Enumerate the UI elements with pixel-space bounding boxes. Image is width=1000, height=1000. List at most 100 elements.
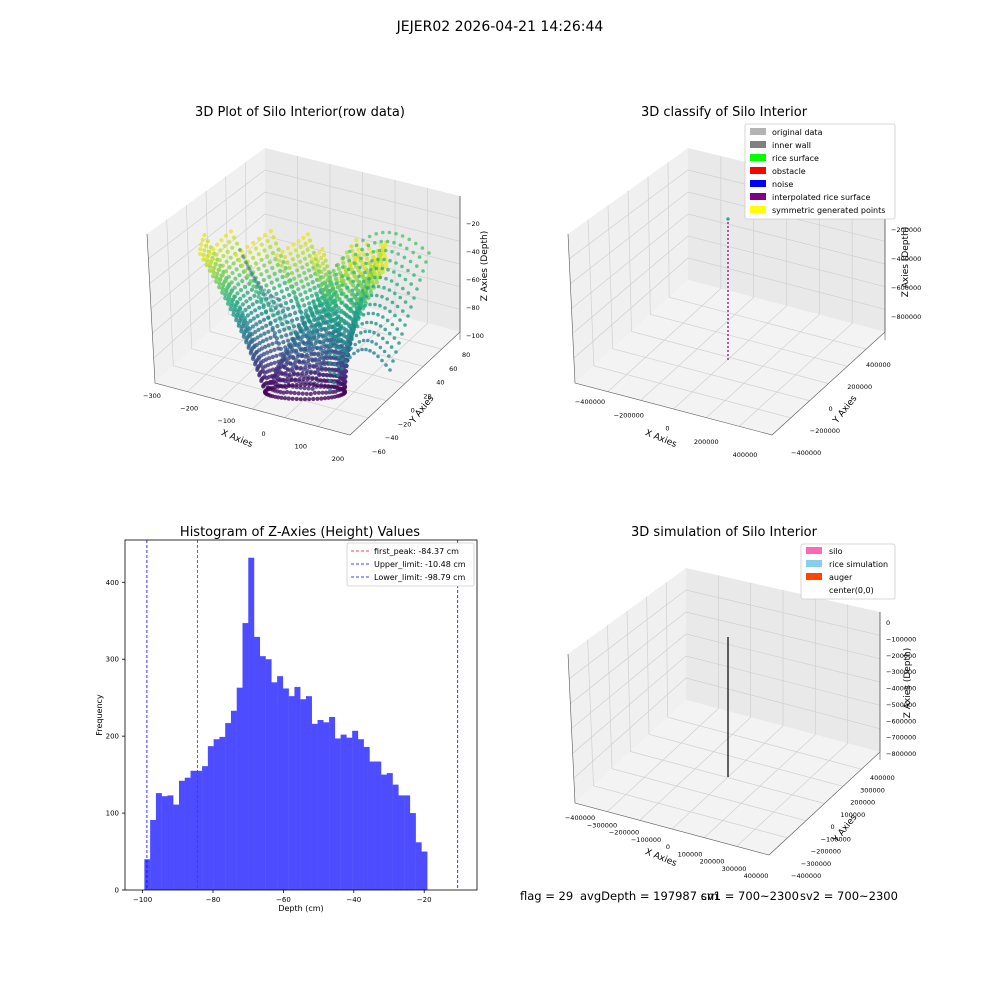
panel-raw-point (353, 252, 358, 257)
panel-raw-point (295, 268, 300, 273)
panel-raw-point (305, 314, 310, 319)
panel-raw-point (256, 327, 261, 332)
panel-raw-point (258, 288, 262, 292)
panel-raw-point (378, 303, 382, 308)
panel-sim-ztick: −300000 (886, 668, 916, 676)
panel-raw-point (319, 396, 324, 401)
panel-raw-point (324, 350, 329, 355)
panel-raw-point (346, 297, 351, 302)
histogram-xtick: −20 (417, 896, 432, 904)
panel-raw-point (420, 246, 425, 250)
panel-simulation-3d: 3D simulation of Silo Interior −400000−3… (565, 525, 916, 880)
panel-classify-ytick: 200000 (847, 383, 872, 391)
panel-raw-point (317, 356, 322, 362)
panel-raw-point (354, 333, 359, 338)
panel-raw-point (291, 242, 296, 247)
panel-classify-legend-swatch (750, 154, 766, 161)
histogram-bar (311, 723, 318, 890)
panel-raw-point (269, 280, 274, 285)
panel-raw-point (320, 288, 325, 293)
panel-raw-point (345, 294, 349, 299)
panel-hist-ticks: −100 −80 −60 −40 −20 0 100 200 300 400 (106, 579, 432, 904)
panel-raw-point (288, 312, 293, 317)
panel-raw-point (322, 267, 327, 272)
panel-raw-point (392, 240, 396, 245)
panel-raw-point (300, 371, 305, 376)
panel-raw-point (343, 321, 347, 326)
panel-raw-point (380, 358, 384, 363)
panel-raw-point (211, 247, 216, 252)
panel-raw-point (374, 321, 378, 326)
panel-raw-point (368, 348, 372, 353)
panel-raw-point (262, 232, 268, 238)
panel-classify-grid (738, 323, 853, 427)
panel-raw-point (279, 384, 284, 389)
panel-raw-point (252, 293, 257, 298)
panel-raw-point (409, 305, 413, 309)
panel-raw-point (339, 343, 345, 348)
panel-raw-point (257, 340, 262, 346)
panel-raw-point (360, 261, 366, 266)
histogram-xtick: −80 (206, 896, 221, 904)
panel-raw-point (241, 254, 245, 258)
panel-raw-point (333, 344, 337, 349)
histogram-bar (150, 820, 157, 890)
panel-raw-point (227, 239, 232, 244)
panel-raw-point (343, 312, 348, 317)
panel-raw-point (282, 306, 286, 310)
panel-raw-point (412, 273, 416, 277)
panel-raw-point (284, 319, 288, 323)
panel-raw-ytick: −20 (398, 420, 412, 428)
panel-raw-point (245, 273, 250, 279)
panel-raw-point (301, 340, 306, 346)
panel-raw-point (251, 274, 255, 278)
panel-raw-point (375, 293, 379, 298)
panel-raw-point (214, 262, 219, 267)
panel-raw-point (303, 241, 308, 246)
panel-raw-point (280, 322, 285, 327)
panel-raw-point (305, 295, 310, 300)
panel-raw-point (280, 308, 286, 314)
panel-raw-point (257, 319, 263, 324)
panel-raw-point (256, 281, 261, 286)
panel-raw-point (214, 271, 219, 277)
panel-raw-point (199, 242, 204, 247)
panel-raw-point (229, 289, 234, 294)
panel-raw-point (378, 275, 383, 280)
panel-raw-point (347, 258, 352, 263)
panel-classify-xlabel: X Axies (643, 428, 678, 450)
panel-raw-point (224, 259, 229, 264)
panel-sim-pane-left (568, 568, 686, 803)
panel-raw-point (261, 293, 265, 297)
panel-raw-point (269, 309, 273, 313)
histogram-bar (340, 734, 347, 890)
panel-raw-point (311, 299, 316, 304)
panel-raw-point (383, 327, 388, 332)
panel-raw-point (336, 364, 341, 368)
panel-raw-point (240, 263, 245, 268)
panel-raw-point (359, 284, 364, 289)
panel-raw-point (355, 324, 360, 329)
histogram-legend-label: first_peak: -84.37 cm (374, 547, 459, 556)
panel-raw-point (353, 342, 358, 347)
panel-raw-point (356, 247, 361, 252)
panel-raw-point (331, 268, 336, 274)
panel-raw-point (346, 267, 351, 272)
panel-raw-point (293, 330, 298, 335)
histogram-bar (190, 770, 197, 890)
panel-raw-point (304, 276, 309, 281)
panel-raw-point (302, 382, 308, 387)
panel-raw-point (372, 330, 376, 335)
panel-raw-point (282, 280, 287, 286)
panel-classify-ztick: −400000 (891, 255, 921, 263)
panel-raw-point (240, 318, 245, 323)
panel-sim-ztick: 0 (886, 619, 890, 627)
panel-raw-point (319, 283, 324, 288)
panel-raw-point (384, 261, 389, 266)
panel-raw-point (313, 340, 318, 345)
panel-raw-point (355, 292, 359, 297)
panel-raw-point (376, 333, 381, 337)
panel-raw-point (291, 324, 296, 329)
panel-raw-point (218, 248, 223, 253)
panel-raw-point (220, 290, 225, 295)
